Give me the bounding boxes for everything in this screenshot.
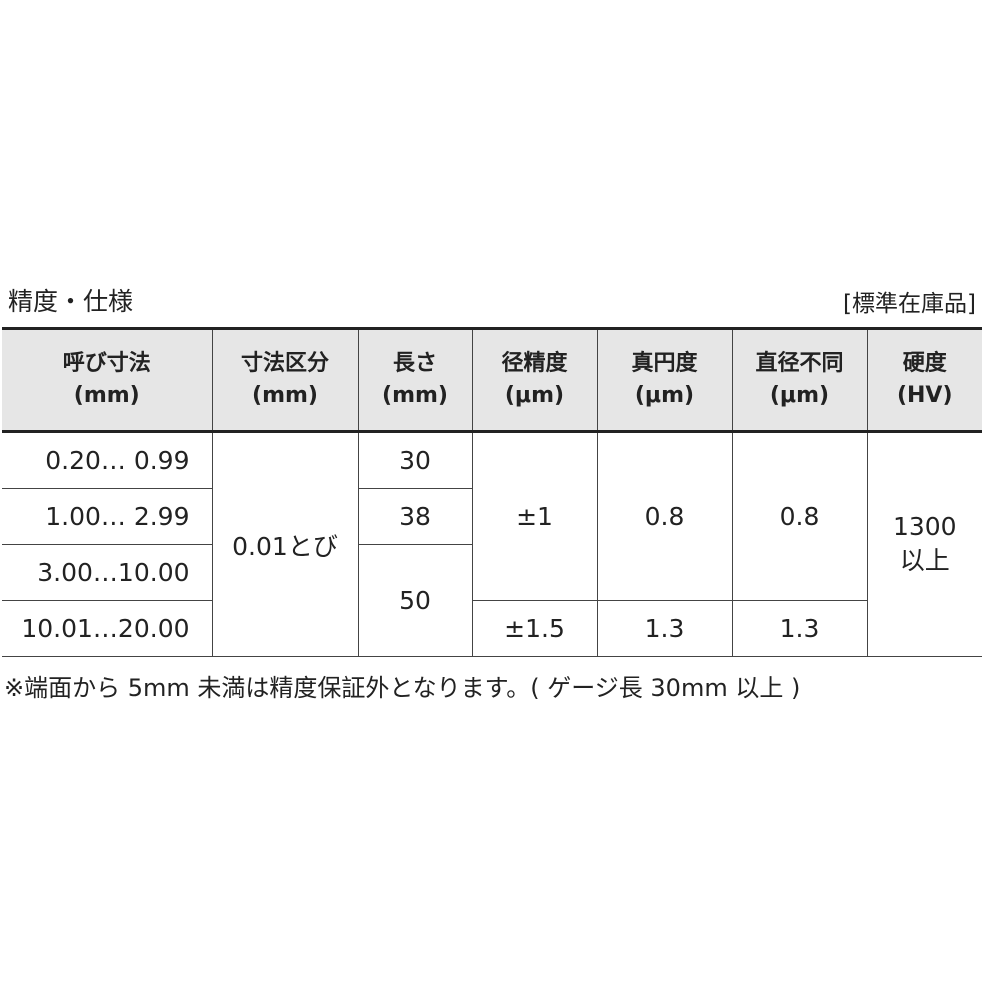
length-cell: 38 — [357, 488, 472, 545]
header-increment: 寸法区分 (mm) — [211, 327, 359, 433]
header-length: 長さ (mm) — [357, 327, 473, 433]
header-row: 呼び寸法 (mm) 寸法区分 (mm) 長さ (mm) 径精度 (μm) 真円度 (μm)… — [2, 327, 982, 433]
roundness-cell: 1.3 — [596, 600, 733, 657]
table-row: 3.00…10.00 50 — [2, 544, 982, 657]
table-row: 10.01…20.00 ±1.5 1.3 1.3 — [2, 600, 982, 657]
header-diameter-accuracy: 径精度 (μm) — [471, 327, 598, 433]
header-diameter-variation: 直径不同 (μm) — [731, 327, 868, 433]
hardness-cell: 1300 以上 — [866, 431, 982, 657]
increment-cell: 0.01とび — [211, 431, 359, 657]
nominal-cell: 1.00… 2.99 — [2, 488, 213, 545]
spec-table: 呼び寸法 (mm) 寸法区分 (mm) 長さ (mm) 径精度 (μm) 真円度 (μm)… — [2, 327, 982, 657]
roundness-cell: 0.8 — [596, 431, 733, 601]
length-cell: 50 — [357, 544, 472, 657]
footnote: ※端面から 5mm 未満は精度保証外となります。( ゲージ長 30mm 以上 ) — [4, 674, 801, 702]
diameter-accuracy-cell: ±1.5 — [471, 600, 598, 657]
nominal-cell: 3.00…10.00 — [2, 544, 213, 601]
table-row: 0.20… 0.99 0.01とび 30 ±1 0.8 0.8 1300 以上 — [2, 431, 982, 657]
header-nominal: 呼び寸法 (mm) — [2, 327, 213, 433]
diameter-variation-cell: 0.8 — [731, 431, 868, 601]
header-hardness: 硬度 (HV) — [866, 327, 982, 433]
diameter-accuracy-cell: ±1 — [471, 431, 598, 601]
table-row: 1.00… 2.99 38 — [2, 488, 982, 545]
length-cell: 30 — [357, 431, 473, 489]
nominal-cell: 10.01…20.00 — [2, 600, 213, 657]
header-roundness: 真円度 (μm) — [596, 327, 733, 433]
nominal-cell: 0.20… 0.99 — [2, 431, 213, 489]
stock-label: [標準在庫品] — [843, 291, 976, 317]
section-title: 精度・仕様 — [8, 287, 134, 316]
diameter-variation-cell: 1.3 — [731, 600, 867, 657]
